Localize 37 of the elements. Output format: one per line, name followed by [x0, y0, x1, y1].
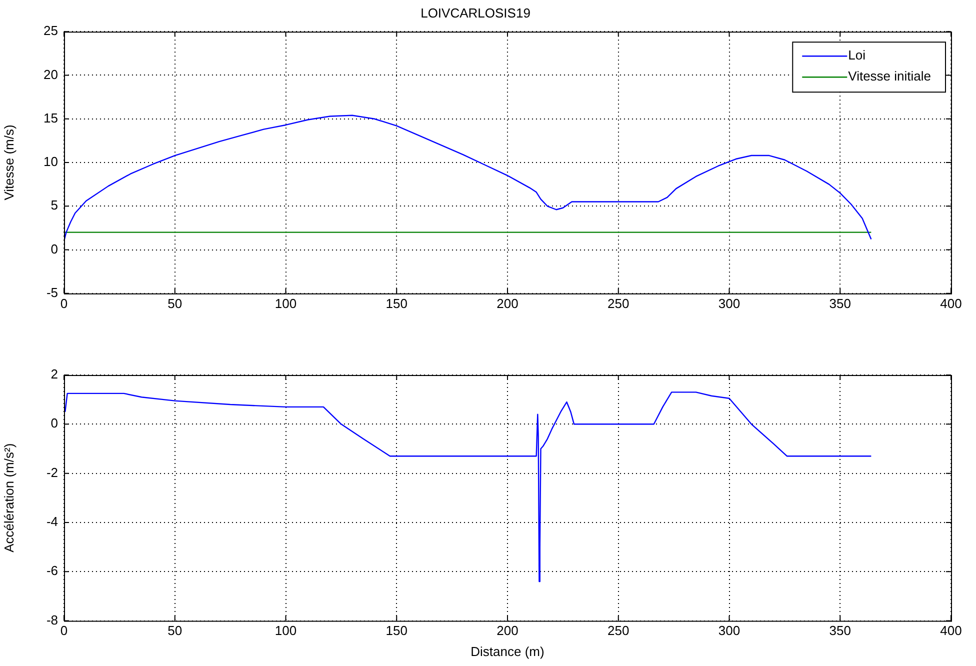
y-axis-title: Vitesse (m/s): [1, 124, 16, 200]
x-tick-label: 400: [940, 296, 962, 311]
y-axis-title: Accélération (m/s²): [1, 443, 16, 552]
y-tick-label: -8: [46, 612, 58, 628]
y-tick-label: -2: [46, 464, 58, 480]
y-tick-label: 5: [50, 198, 58, 213]
legend-label: Vitesse initiale: [848, 68, 932, 84]
x-tick-label: 0: [60, 296, 68, 311]
x-tick-label: 50: [168, 296, 182, 311]
x-tick-label: 250: [608, 623, 630, 638]
y-tick-label: -6: [46, 563, 58, 578]
x-tick-label: 350: [829, 296, 851, 311]
x-tick-label: 50: [168, 623, 182, 638]
x-tick-label: 250: [608, 296, 630, 311]
x-tick-label: 200: [496, 296, 518, 311]
y-tick-label: 0: [50, 241, 58, 256]
legend-label: Loi: [848, 48, 866, 63]
y-tick-label: -5: [46, 284, 58, 300]
x-tick-label: 0: [60, 623, 68, 638]
x-tick-label: 200: [496, 623, 518, 638]
x-tick-label: 100: [274, 623, 297, 638]
x-tick-label: 100: [274, 296, 297, 311]
y-tick-label: 25: [44, 23, 58, 38]
y-tick-label: 10: [44, 154, 58, 170]
y-tick-label: 0: [50, 416, 58, 431]
x-tick-label: 350: [829, 623, 851, 638]
x-tick-label: 400: [940, 623, 962, 638]
x-tick-label: 150: [386, 296, 408, 311]
x-tick-label: 300: [718, 296, 740, 311]
chart-title: LOIVCARLOSIS19: [420, 5, 530, 20]
x-tick-label: 150: [386, 623, 408, 638]
x-tick-label: 300: [718, 623, 740, 638]
y-tick-label: 2: [50, 366, 58, 382]
y-tick-label: 15: [44, 110, 58, 126]
x-axis-title: Distance (m): [470, 644, 544, 659]
y-tick-label: -4: [46, 514, 58, 530]
y-tick-label: 20: [44, 66, 58, 82]
